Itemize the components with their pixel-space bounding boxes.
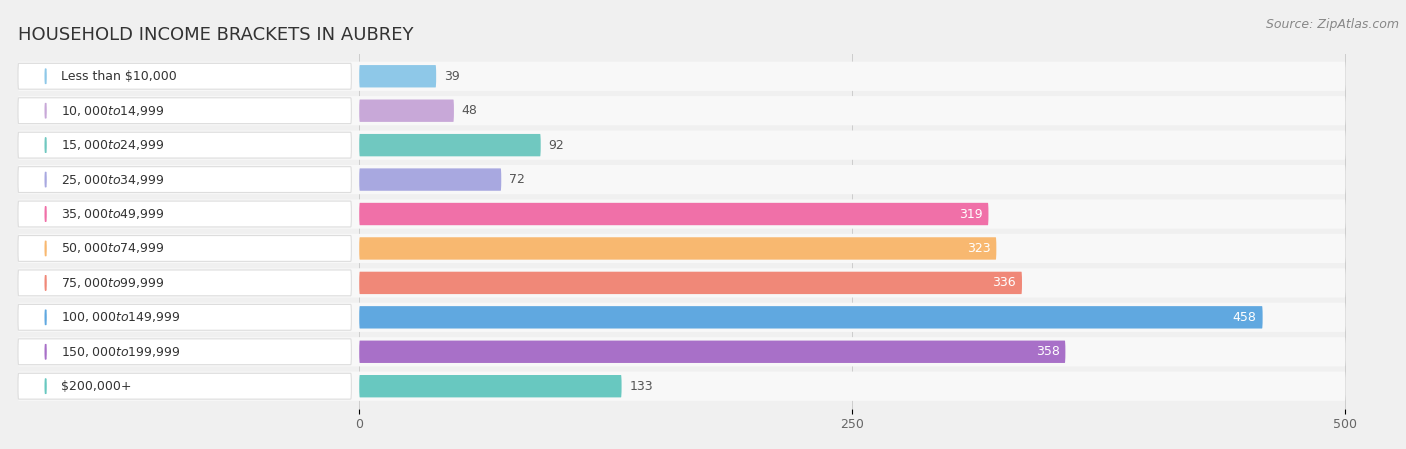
Text: 39: 39: [444, 70, 460, 83]
FancyBboxPatch shape: [18, 62, 1346, 91]
Text: $35,000 to $49,999: $35,000 to $49,999: [62, 207, 165, 221]
FancyBboxPatch shape: [360, 203, 988, 225]
FancyBboxPatch shape: [360, 341, 1066, 363]
FancyBboxPatch shape: [18, 236, 352, 261]
Text: $75,000 to $99,999: $75,000 to $99,999: [62, 276, 165, 290]
Text: 336: 336: [993, 277, 1017, 290]
Text: HOUSEHOLD INCOME BRACKETS IN AUBREY: HOUSEHOLD INCOME BRACKETS IN AUBREY: [18, 26, 413, 44]
Text: $150,000 to $199,999: $150,000 to $199,999: [62, 345, 181, 359]
Text: 48: 48: [461, 104, 478, 117]
FancyBboxPatch shape: [360, 100, 454, 122]
FancyBboxPatch shape: [18, 270, 352, 296]
Text: 358: 358: [1036, 345, 1060, 358]
FancyBboxPatch shape: [18, 339, 352, 365]
FancyBboxPatch shape: [18, 373, 352, 399]
FancyBboxPatch shape: [360, 134, 541, 156]
FancyBboxPatch shape: [18, 372, 1346, 401]
FancyBboxPatch shape: [18, 201, 352, 227]
FancyBboxPatch shape: [18, 167, 352, 193]
Text: 133: 133: [630, 380, 654, 393]
Text: $15,000 to $24,999: $15,000 to $24,999: [62, 138, 165, 152]
FancyBboxPatch shape: [18, 337, 1346, 366]
Text: $10,000 to $14,999: $10,000 to $14,999: [62, 104, 165, 118]
FancyBboxPatch shape: [18, 96, 1346, 125]
FancyBboxPatch shape: [360, 237, 997, 260]
Text: $25,000 to $34,999: $25,000 to $34,999: [62, 172, 165, 187]
FancyBboxPatch shape: [18, 98, 352, 123]
Text: $50,000 to $74,999: $50,000 to $74,999: [62, 242, 165, 255]
FancyBboxPatch shape: [360, 65, 436, 88]
FancyBboxPatch shape: [18, 234, 1346, 263]
FancyBboxPatch shape: [18, 268, 1346, 298]
FancyBboxPatch shape: [360, 375, 621, 397]
FancyBboxPatch shape: [360, 168, 502, 191]
Text: 72: 72: [509, 173, 524, 186]
Text: 92: 92: [548, 139, 564, 152]
FancyBboxPatch shape: [360, 306, 1263, 329]
FancyBboxPatch shape: [18, 304, 352, 330]
Text: 458: 458: [1233, 311, 1257, 324]
Text: $100,000 to $149,999: $100,000 to $149,999: [62, 310, 181, 324]
Text: 323: 323: [967, 242, 990, 255]
Text: 319: 319: [959, 207, 983, 220]
Text: Source: ZipAtlas.com: Source: ZipAtlas.com: [1265, 18, 1399, 31]
FancyBboxPatch shape: [18, 199, 1346, 229]
FancyBboxPatch shape: [18, 131, 1346, 160]
FancyBboxPatch shape: [18, 132, 352, 158]
Text: Less than $10,000: Less than $10,000: [62, 70, 177, 83]
Text: $200,000+: $200,000+: [62, 380, 132, 393]
FancyBboxPatch shape: [360, 272, 1022, 294]
FancyBboxPatch shape: [18, 303, 1346, 332]
FancyBboxPatch shape: [18, 63, 352, 89]
FancyBboxPatch shape: [18, 165, 1346, 194]
